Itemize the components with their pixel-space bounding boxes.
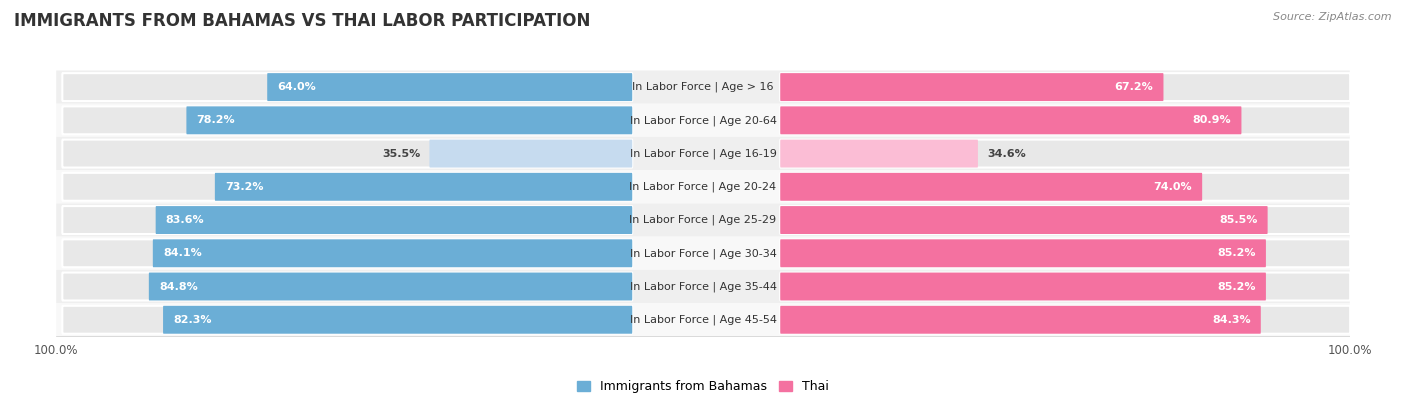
FancyBboxPatch shape: [215, 173, 633, 201]
Text: Source: ZipAtlas.com: Source: ZipAtlas.com: [1274, 12, 1392, 22]
Text: In Labor Force | Age 30-34: In Labor Force | Age 30-34: [630, 248, 776, 259]
FancyBboxPatch shape: [780, 173, 1202, 201]
FancyBboxPatch shape: [149, 273, 633, 301]
FancyBboxPatch shape: [780, 306, 1350, 334]
FancyBboxPatch shape: [780, 273, 1265, 301]
Text: 83.6%: 83.6%: [166, 215, 204, 225]
FancyBboxPatch shape: [62, 139, 633, 167]
Text: In Labor Force | Age > 16: In Labor Force | Age > 16: [633, 82, 773, 92]
Text: In Labor Force | Age 16-19: In Labor Force | Age 16-19: [630, 148, 776, 159]
Legend: Immigrants from Bahamas, Thai: Immigrants from Bahamas, Thai: [578, 380, 828, 393]
Text: IMMIGRANTS FROM BAHAMAS VS THAI LABOR PARTICIPATION: IMMIGRANTS FROM BAHAMAS VS THAI LABOR PA…: [14, 12, 591, 30]
Text: In Labor Force | Age 20-64: In Labor Force | Age 20-64: [630, 115, 776, 126]
FancyBboxPatch shape: [267, 73, 633, 101]
FancyBboxPatch shape: [780, 73, 1164, 101]
FancyBboxPatch shape: [780, 139, 979, 167]
Text: In Labor Force | Age 45-54: In Labor Force | Age 45-54: [630, 314, 776, 325]
FancyBboxPatch shape: [780, 206, 1350, 234]
FancyBboxPatch shape: [62, 206, 633, 234]
FancyBboxPatch shape: [56, 70, 1350, 104]
FancyBboxPatch shape: [62, 239, 633, 267]
Text: 73.2%: 73.2%: [225, 182, 263, 192]
FancyBboxPatch shape: [62, 173, 633, 201]
Text: 67.2%: 67.2%: [1115, 82, 1153, 92]
FancyBboxPatch shape: [56, 104, 1350, 137]
FancyBboxPatch shape: [56, 303, 1350, 337]
FancyBboxPatch shape: [780, 273, 1350, 301]
FancyBboxPatch shape: [187, 106, 633, 134]
Text: 64.0%: 64.0%: [277, 82, 316, 92]
Text: 85.2%: 85.2%: [1218, 282, 1256, 292]
FancyBboxPatch shape: [56, 203, 1350, 237]
Text: 80.9%: 80.9%: [1192, 115, 1232, 125]
FancyBboxPatch shape: [56, 137, 1350, 170]
FancyBboxPatch shape: [56, 237, 1350, 270]
FancyBboxPatch shape: [163, 306, 633, 334]
FancyBboxPatch shape: [153, 239, 633, 267]
Text: 82.3%: 82.3%: [173, 315, 212, 325]
FancyBboxPatch shape: [56, 270, 1350, 303]
FancyBboxPatch shape: [156, 206, 633, 234]
Text: 74.0%: 74.0%: [1153, 182, 1192, 192]
Text: 84.3%: 84.3%: [1212, 315, 1251, 325]
FancyBboxPatch shape: [780, 239, 1265, 267]
Text: 35.5%: 35.5%: [382, 149, 420, 158]
Text: 85.5%: 85.5%: [1219, 215, 1257, 225]
FancyBboxPatch shape: [780, 239, 1350, 267]
Text: 78.2%: 78.2%: [197, 115, 235, 125]
FancyBboxPatch shape: [780, 206, 1268, 234]
Text: In Labor Force | Age 35-44: In Labor Force | Age 35-44: [630, 281, 776, 292]
Text: In Labor Force | Age 25-29: In Labor Force | Age 25-29: [630, 215, 776, 225]
Text: 34.6%: 34.6%: [987, 149, 1026, 158]
Text: 85.2%: 85.2%: [1218, 248, 1256, 258]
Text: 84.1%: 84.1%: [163, 248, 201, 258]
FancyBboxPatch shape: [56, 170, 1350, 203]
FancyBboxPatch shape: [62, 73, 633, 101]
FancyBboxPatch shape: [780, 106, 1350, 134]
FancyBboxPatch shape: [62, 306, 633, 334]
Text: 84.8%: 84.8%: [159, 282, 198, 292]
FancyBboxPatch shape: [780, 106, 1241, 134]
FancyBboxPatch shape: [780, 139, 1350, 167]
FancyBboxPatch shape: [62, 273, 633, 301]
FancyBboxPatch shape: [429, 139, 633, 167]
FancyBboxPatch shape: [780, 173, 1350, 201]
Text: In Labor Force | Age 20-24: In Labor Force | Age 20-24: [630, 182, 776, 192]
FancyBboxPatch shape: [780, 306, 1261, 334]
FancyBboxPatch shape: [780, 73, 1350, 101]
FancyBboxPatch shape: [62, 106, 633, 134]
